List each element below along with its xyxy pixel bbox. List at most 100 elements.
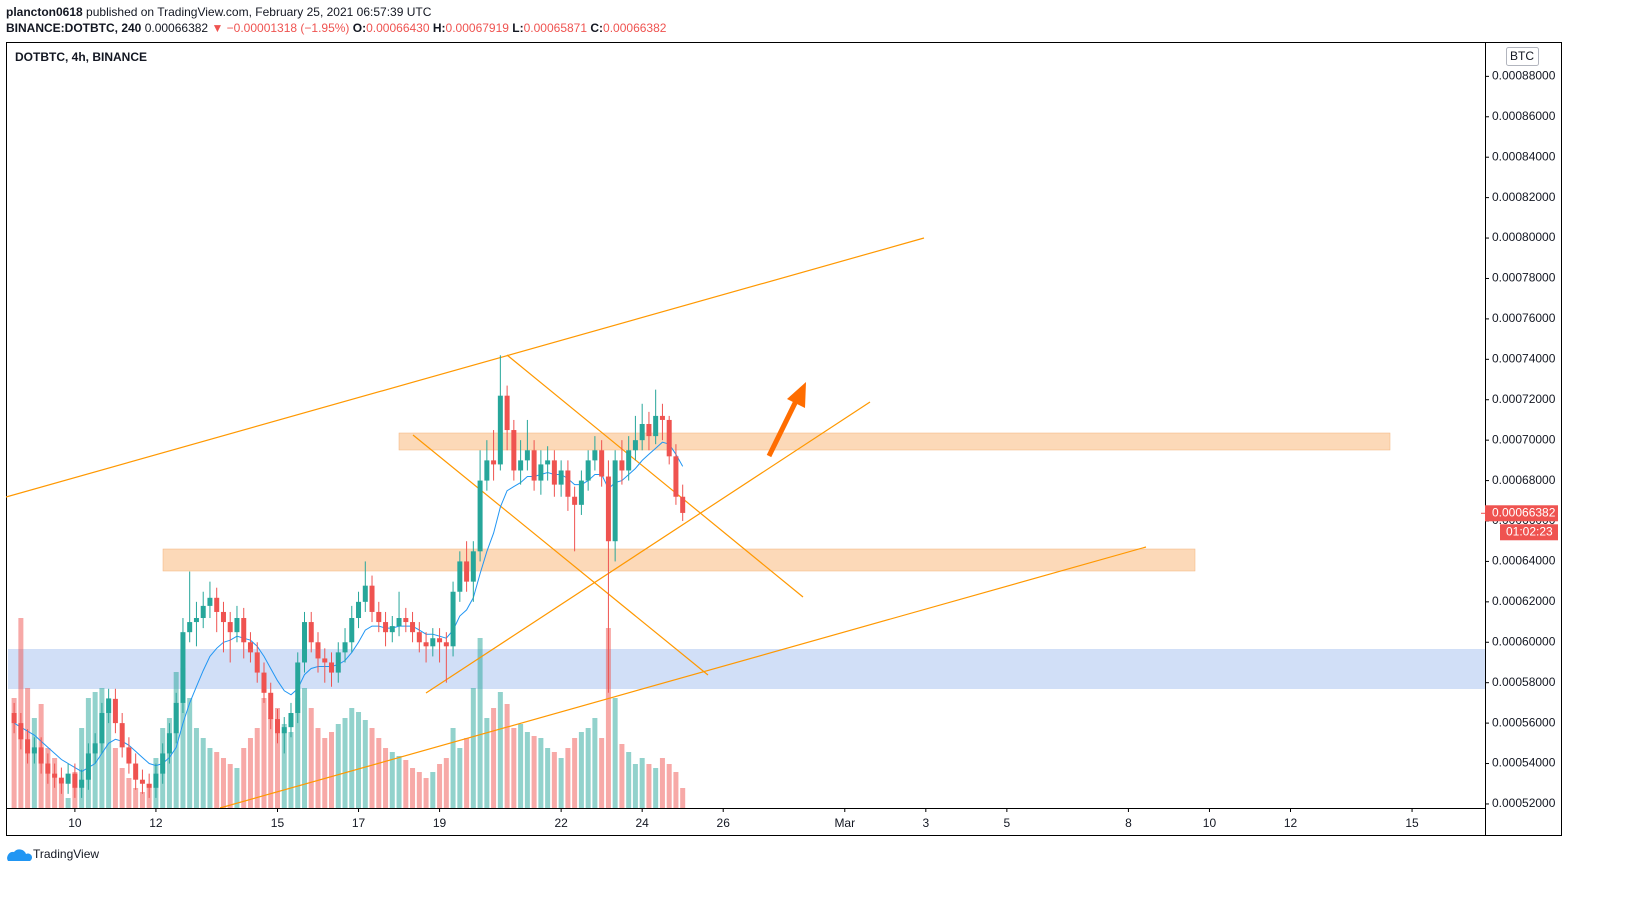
candle-body xyxy=(396,618,402,627)
candle-body xyxy=(52,773,58,778)
y-tick-label: 0.00058000 xyxy=(1492,675,1556,689)
volume-bar xyxy=(288,732,294,808)
candle-body xyxy=(518,460,524,471)
volume-bar xyxy=(274,708,280,808)
currency-button[interactable] xyxy=(1506,47,1539,66)
candle-body xyxy=(666,419,672,457)
volume-bar xyxy=(437,764,443,808)
volume-bar xyxy=(673,772,679,808)
last: 0.00066382 xyxy=(144,21,209,35)
trend-line xyxy=(506,354,804,598)
candle-body xyxy=(450,591,456,647)
candle-body xyxy=(268,692,274,720)
candle-body xyxy=(383,622,389,633)
y-tick-label: 0.00082000 xyxy=(1492,190,1556,204)
candle-body xyxy=(653,415,659,437)
volume-bar xyxy=(619,744,625,808)
candle-body xyxy=(376,611,382,623)
last-price-label: 0.00066382 xyxy=(1492,505,1556,519)
candle-body xyxy=(146,783,152,788)
volume-bar xyxy=(450,728,456,808)
y-tick-label: 0.00062000 xyxy=(1492,594,1556,608)
x-tick-label: 10 xyxy=(68,816,82,830)
volume-bar xyxy=(443,758,449,808)
candle-body xyxy=(315,642,321,659)
y-tick-label: 0.00084000 xyxy=(1492,149,1556,163)
candle-body xyxy=(531,450,537,481)
candle-body xyxy=(342,642,348,653)
brand-name: TradingView xyxy=(33,847,99,861)
candle-body xyxy=(538,464,544,481)
candle-body xyxy=(261,672,267,693)
x-tick-label: 8 xyxy=(1125,816,1132,830)
volume-bar xyxy=(545,748,551,808)
volume-bar xyxy=(369,728,375,808)
candle-body xyxy=(322,658,328,663)
volume-bar xyxy=(295,698,301,808)
candle-body xyxy=(241,618,247,643)
x-tick-label: 26 xyxy=(717,816,731,830)
candle-body xyxy=(369,585,375,612)
support-zone xyxy=(8,649,1485,689)
o-label: O: xyxy=(352,21,367,35)
volume-bar xyxy=(592,718,598,808)
candle-body xyxy=(220,611,226,623)
candle-body xyxy=(187,622,193,633)
candle-body xyxy=(545,460,551,465)
candle-body xyxy=(511,430,517,471)
candle-body xyxy=(247,642,253,653)
candle-body xyxy=(281,727,287,734)
volume-bar xyxy=(349,708,355,808)
trend-line xyxy=(412,434,709,676)
arrow-shaft xyxy=(766,399,799,458)
candle-body xyxy=(214,597,220,612)
h-label: H: xyxy=(432,21,446,35)
candle-body xyxy=(38,747,44,764)
symbol-line: BINANCE:DOTBTC, 240 0.00066382 ▼ −0.0000… xyxy=(6,21,666,35)
candle-body xyxy=(45,763,51,774)
volume-bar xyxy=(470,688,476,808)
candle-body xyxy=(572,496,578,505)
volume-bar xyxy=(214,752,220,808)
candle-body xyxy=(58,777,64,784)
arrow-head xyxy=(787,382,806,408)
candle-body xyxy=(356,601,362,619)
x-tick-label: 5 xyxy=(1004,816,1011,830)
l: 0.00065871 xyxy=(523,21,588,35)
volume-bar xyxy=(227,764,233,808)
volume-bar xyxy=(193,728,199,808)
volume-bar xyxy=(315,728,321,808)
candle-body xyxy=(443,642,449,647)
candle-body xyxy=(632,440,638,451)
candle-body xyxy=(160,753,166,774)
candle-body xyxy=(646,423,652,437)
volume-bar xyxy=(335,724,341,808)
countdown-box xyxy=(1500,524,1558,541)
candle-body xyxy=(659,415,665,420)
candle-body xyxy=(470,551,476,582)
volume-bar xyxy=(261,698,267,808)
trend-line xyxy=(425,401,871,694)
candle-body xyxy=(133,763,139,780)
candle-body xyxy=(437,638,443,643)
volume-bar xyxy=(133,788,139,808)
volume-bar xyxy=(58,784,64,808)
candle-body xyxy=(362,585,368,602)
volume-bar xyxy=(11,698,17,808)
candle-body xyxy=(85,753,91,780)
candle-body xyxy=(65,773,71,784)
volume-bar xyxy=(518,724,524,808)
brand: TradingView xyxy=(7,847,99,861)
l-label: L: xyxy=(512,21,524,35)
volume-bar xyxy=(356,712,362,808)
volume-bar xyxy=(680,788,686,808)
volume-bar xyxy=(187,698,193,808)
candle-body xyxy=(612,460,618,542)
volume-bar xyxy=(612,698,618,808)
volume-bar xyxy=(119,768,125,808)
candle-body xyxy=(491,460,497,465)
x-tick-label: 22 xyxy=(554,816,568,830)
candle-body xyxy=(457,561,463,592)
